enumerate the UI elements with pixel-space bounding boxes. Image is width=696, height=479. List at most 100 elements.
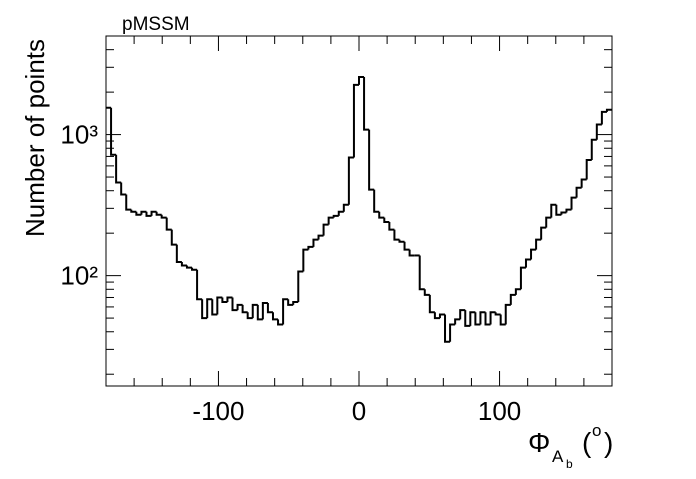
histogram-bin: [428, 294, 435, 314]
histogram-bin: [332, 214, 339, 218]
histogram-bin: [509, 293, 516, 305]
histogram-bin: [292, 301, 299, 305]
x-label-close: ): [604, 427, 613, 458]
histogram-bin: [449, 323, 456, 342]
histogram-bin: [261, 301, 268, 320]
histogram-bin: [175, 244, 182, 263]
histogram-bin: [378, 211, 385, 219]
x-tick-label: 100: [478, 396, 521, 426]
histogram-bin: [555, 204, 562, 216]
histogram-bin: [216, 296, 223, 315]
histogram-bin: [236, 303, 243, 311]
histogram-bin: [504, 303, 511, 325]
histogram-bin: [383, 217, 390, 224]
histogram-bin: [464, 310, 471, 327]
histogram-bin: [352, 83, 359, 158]
histogram-bin: [545, 216, 552, 228]
histogram-bin: [140, 210, 147, 215]
histogram-bin: [155, 211, 162, 216]
histogram-bin: [418, 255, 425, 291]
histogram-bin: [438, 313, 446, 319]
histogram-bin: [251, 303, 258, 319]
histogram-bin: [196, 269, 203, 301]
histogram-bin: [125, 194, 132, 211]
histogram-bin: [347, 156, 354, 205]
histogram-bin: [484, 312, 491, 326]
histogram-bin: [600, 110, 607, 125]
histogram-bin: [277, 319, 284, 326]
x-label-sub: A: [552, 447, 564, 466]
y-tick-label: 10³: [60, 120, 98, 150]
histogram-bin: [433, 312, 440, 320]
histogram-bin: [499, 314, 506, 326]
histogram-bin: [550, 203, 557, 218]
histogram-bin: [595, 123, 602, 140]
x-label-symbol: Φ: [528, 427, 550, 458]
histogram-bin: [474, 312, 481, 326]
x-label-unit: o: [592, 421, 601, 440]
histogram-bin: [206, 298, 213, 319]
histogram-bin: [221, 297, 228, 304]
histogram-bin: [185, 265, 193, 269]
histogram-bin: [327, 216, 334, 225]
histogram-bin: [160, 214, 167, 219]
histogram-bin: [358, 76, 365, 85]
histogram-bin: [368, 129, 375, 191]
histogram-bin: [560, 211, 567, 215]
histogram-bin: [494, 312, 501, 316]
histogram-bin: [110, 107, 117, 156]
x-tick-label: -100: [192, 396, 244, 426]
histogram-bin: [115, 154, 122, 184]
histogram-bin: [469, 311, 476, 326]
histogram-bin: [459, 309, 466, 320]
histogram-bin: [479, 311, 486, 325]
chart-title: pMSSM: [122, 14, 190, 35]
histogram-bin: [271, 312, 279, 321]
histogram-bin: [388, 222, 395, 231]
histogram-bin: [342, 203, 349, 212]
histogram-bin: [282, 298, 289, 325]
x-tick-label: 0: [352, 396, 366, 426]
x-axis-label: Φ A b ( o ): [528, 421, 613, 471]
histogram-bin: [287, 299, 294, 306]
histogram-bin: [135, 211, 142, 216]
histogram-bin: [454, 318, 461, 325]
histogram-bin: [514, 288, 521, 295]
histogram-bin: [191, 267, 198, 271]
histogram-bin: [150, 210, 157, 216]
histogram-bin: [130, 209, 137, 213]
histogram-bin: [312, 238, 319, 247]
histogram-bin: [165, 217, 172, 231]
y-tick-label: 10²: [60, 261, 98, 291]
histogram-bin: [373, 189, 380, 213]
histogram-bin: [302, 248, 309, 272]
histogram-bin: [231, 297, 238, 312]
histogram-bin: [444, 314, 451, 343]
histogram-bin: [575, 186, 582, 198]
histogram-bin: [180, 261, 187, 267]
histogram-bin: [297, 270, 304, 303]
histogram-bin: [170, 229, 177, 246]
histogram-bin: [322, 223, 329, 236]
histogram-bin: [590, 138, 597, 161]
histogram-bin: [211, 299, 218, 316]
histogram-bin: [605, 108, 612, 112]
histogram-bin: [530, 248, 537, 260]
histogram-bin: [570, 196, 577, 210]
histogram-bin: [145, 211, 152, 217]
histogram-bin: [120, 182, 127, 196]
y-axis-label: Number of points: [20, 39, 50, 237]
histogram-bin: [337, 210, 344, 216]
histogram-bin: [408, 249, 415, 257]
histogram-bin: [565, 208, 572, 213]
histogram-bin: [403, 241, 410, 251]
histogram-bin: [489, 311, 496, 325]
histogram-bin: [535, 238, 542, 250]
histogram-bin: [393, 229, 400, 241]
histogram-bin: [363, 77, 370, 131]
x-label-open: (: [582, 427, 592, 458]
histogram-bin: [524, 258, 532, 268]
histogram-bin: [585, 159, 592, 180]
